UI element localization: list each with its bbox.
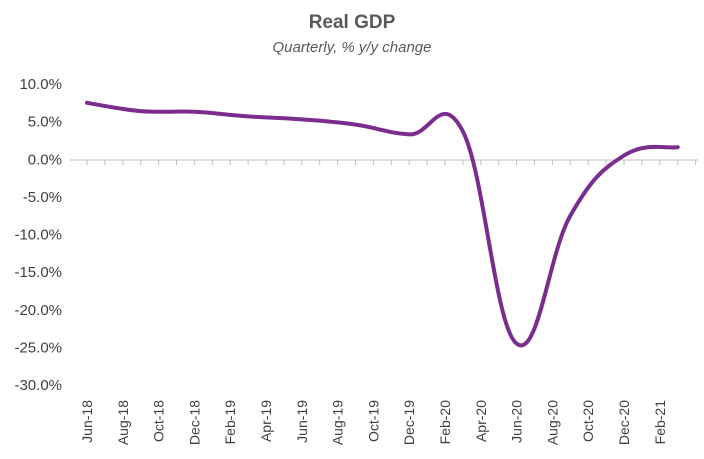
x-tick-label: Apr-20 bbox=[473, 400, 489, 442]
y-tick-label: -10.0% bbox=[14, 227, 62, 244]
x-tick-label: Feb-20 bbox=[437, 400, 453, 445]
y-tick-label: -25.0% bbox=[14, 339, 62, 356]
x-tick-label: Feb-21 bbox=[652, 400, 668, 445]
x-tick-label: Aug-20 bbox=[544, 400, 560, 445]
chart-title: Real GDP bbox=[309, 12, 396, 33]
x-tick-label: Oct-20 bbox=[580, 400, 596, 442]
chart-subtitle: Quarterly, % y/y change bbox=[273, 39, 432, 56]
real-gdp-series-line bbox=[85, 100, 680, 348]
y-tick-label: -15.0% bbox=[14, 264, 62, 281]
y-tick-label: -5.0% bbox=[23, 189, 62, 206]
x-tick-label: Jun-19 bbox=[294, 400, 310, 443]
x-tick-label: Jun-20 bbox=[509, 400, 525, 443]
x-tick-label: Apr-19 bbox=[258, 400, 274, 442]
y-tick-label: -30.0% bbox=[14, 377, 62, 394]
y-tick-label: 5.0% bbox=[28, 114, 62, 131]
x-axis: Jun-18 Aug-18 Oct-18 Dec-18 Feb-19 Apr-19 Jun-… bbox=[70, 159, 698, 445]
x-tick-label: Oct-18 bbox=[151, 400, 167, 442]
y-axis: 10.0% 5.0% 0.0% -5.0% -10.0% -15.0% -20.0% -25.… bbox=[14, 76, 62, 394]
x-tick-label: Dec-18 bbox=[186, 400, 202, 445]
x-tick-label: Aug-18 bbox=[115, 400, 131, 445]
x-tick-label: Aug-19 bbox=[330, 400, 346, 445]
series-group bbox=[85, 100, 680, 348]
x-tick-label: Oct-19 bbox=[365, 400, 381, 442]
x-tick-label: Dec-20 bbox=[616, 400, 632, 445]
y-tick-label: 10.0% bbox=[19, 76, 62, 93]
x-tick-label: Feb-19 bbox=[222, 400, 238, 445]
x-tick-label: Dec-19 bbox=[401, 400, 417, 445]
x-tick-label: Jun-18 bbox=[79, 400, 95, 443]
y-tick-label: -20.0% bbox=[14, 302, 62, 319]
y-tick-label: 0.0% bbox=[28, 151, 62, 168]
